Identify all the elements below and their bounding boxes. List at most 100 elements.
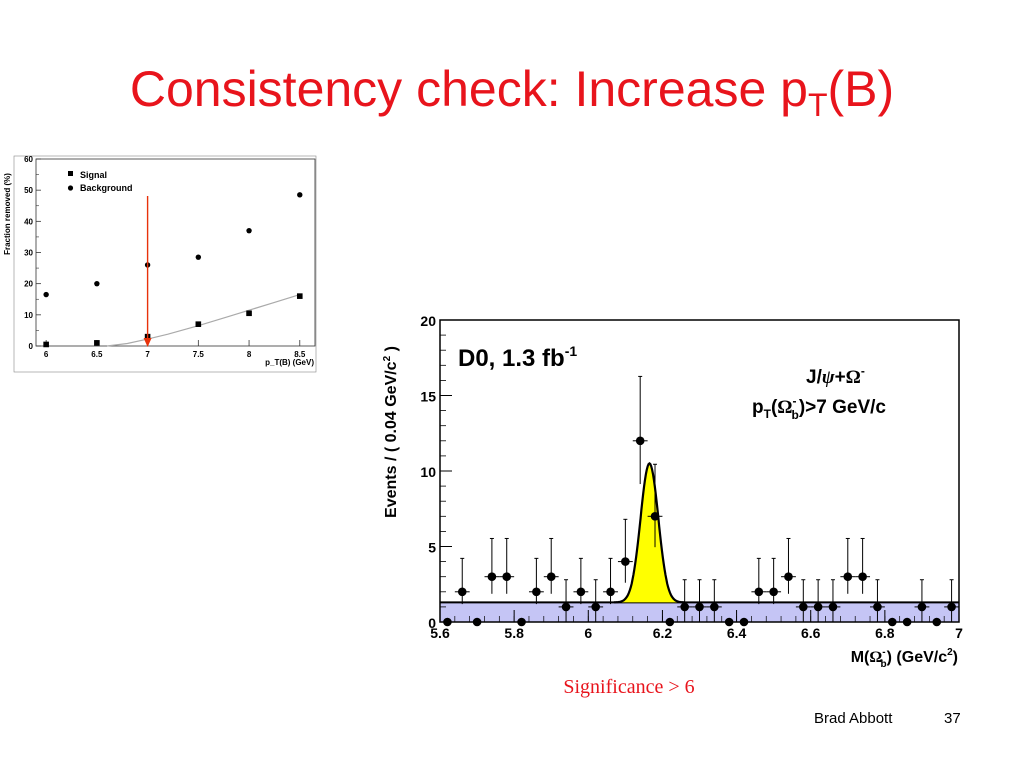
plot1-xlabel: p_T(B) (GeV) (265, 358, 314, 367)
plot2-ytick-label: 10 (420, 464, 436, 480)
plot2-ylabel: Events / ( 0.04 GeV/c2 ) (382, 346, 400, 518)
author-name: Brad Abbott (814, 710, 893, 727)
data-point (617, 518, 633, 583)
data-marker (917, 602, 927, 612)
data-point (543, 537, 559, 594)
data-point (499, 537, 515, 594)
background-point (43, 291, 49, 298)
plot2-xlabel: M(Ω-b) (GeV/c2) (851, 647, 958, 670)
plot2-xtick-label: 6.8 (875, 625, 895, 641)
signal-point (296, 293, 303, 299)
legend-signal-label: Signal (80, 170, 107, 180)
plot2-axes-bg (440, 320, 959, 622)
page-number: 37 (944, 710, 961, 727)
data-point (810, 579, 826, 622)
legend-signal-marker (68, 171, 73, 176)
data-marker (813, 602, 823, 612)
data-marker (828, 602, 838, 612)
plot2-ytick-label: 5 (428, 540, 436, 556)
data-marker (799, 602, 808, 612)
plot1-xtick-label: 6 (44, 350, 49, 359)
data-marker (843, 572, 853, 581)
plot1-ytick-label: 0 (29, 342, 34, 351)
slide-title: Consistency check: Increase pT(B) (0, 62, 1024, 123)
signal-fill (613, 463, 685, 603)
plot1-ytick-label: 40 (24, 217, 33, 226)
cut-label: pT(Ω-b)>7 GeV/c (752, 394, 886, 422)
plot2-xtick-label: 7 (955, 625, 963, 641)
data-marker (650, 512, 660, 521)
data-point (692, 579, 707, 622)
data-point (825, 579, 841, 622)
data-point (528, 557, 544, 605)
data-marker (680, 602, 689, 612)
plot2-xtick-label: 6.4 (727, 625, 747, 641)
data-marker (784, 572, 793, 581)
signal-point (94, 340, 100, 346)
plot2-xtick-label: 6 (584, 625, 592, 641)
data-marker (576, 587, 586, 597)
data-point (781, 537, 796, 594)
plot1-ytick-label: 50 (24, 186, 33, 195)
data-point (944, 579, 959, 622)
data-marker (457, 587, 467, 597)
plot2-xtick-label: 5.6 (430, 625, 450, 641)
legend-background-label: Background (80, 183, 133, 193)
data-marker (546, 572, 556, 581)
data-point (588, 579, 604, 622)
plot2-ytick-label: 15 (420, 389, 436, 405)
signal-point (246, 310, 252, 317)
background-point (94, 280, 100, 287)
signal-point (43, 341, 49, 348)
data-marker (561, 602, 571, 612)
plot1-ytick-label: 10 (24, 311, 33, 320)
significance-note: Significance > 6 (563, 676, 695, 698)
data-marker (695, 602, 704, 612)
data-point (632, 375, 648, 485)
plot2-annotation: D0, 1.3 fb-1 J/ψ+Ω- pT(Ω-b)>7 GeV/c (458, 343, 886, 422)
plot1-ytick-label: 30 (24, 249, 33, 258)
data-marker (532, 587, 541, 597)
data-marker (754, 587, 764, 597)
background-point (297, 192, 303, 198)
plot1-axes-frame (35, 158, 316, 347)
plot2-ytick-label: 0 (428, 615, 436, 631)
data-marker (487, 572, 497, 581)
plot2-xtick-label: 6.6 (801, 625, 821, 641)
data-point (647, 463, 663, 548)
data-point (677, 579, 693, 622)
data-point (914, 579, 930, 622)
data-point (573, 557, 589, 605)
legend-background-marker (67, 185, 74, 191)
signal-point (195, 321, 202, 327)
data-marker (502, 572, 512, 581)
background-point (195, 254, 202, 260)
data-marker (606, 587, 615, 597)
data-marker (858, 572, 867, 581)
data-marker (947, 602, 956, 612)
channel-label: J/ψ+Ω- (806, 364, 865, 388)
plot1-ytick-label: 20 (24, 280, 33, 289)
data-point (706, 579, 722, 622)
data-marker (710, 602, 719, 612)
title-main: Consistency check: Increase p (129, 61, 808, 117)
data-marker (591, 602, 600, 612)
data-point (751, 557, 767, 605)
data-point (840, 537, 856, 594)
data-marker (635, 436, 645, 446)
data-point (558, 579, 574, 622)
fit-curve (613, 461, 685, 604)
plot1-xtick-label: 6.5 (91, 350, 103, 359)
plot1-ylabel: Fraction removed (%) (3, 173, 12, 255)
data-point (795, 579, 811, 622)
plot1-xtick-label: 7.5 (193, 350, 205, 359)
plot2-ytick-label: 20 (420, 313, 436, 329)
plot2-xtick-label: 6.2 (653, 625, 673, 641)
cut-marker-arrow (143, 338, 152, 347)
data-point (870, 579, 885, 622)
data-point (454, 557, 470, 605)
plot1-xtick-label: 8 (247, 350, 252, 359)
data-marker (873, 602, 882, 612)
plot1-xtick-label: 7 (145, 350, 150, 359)
